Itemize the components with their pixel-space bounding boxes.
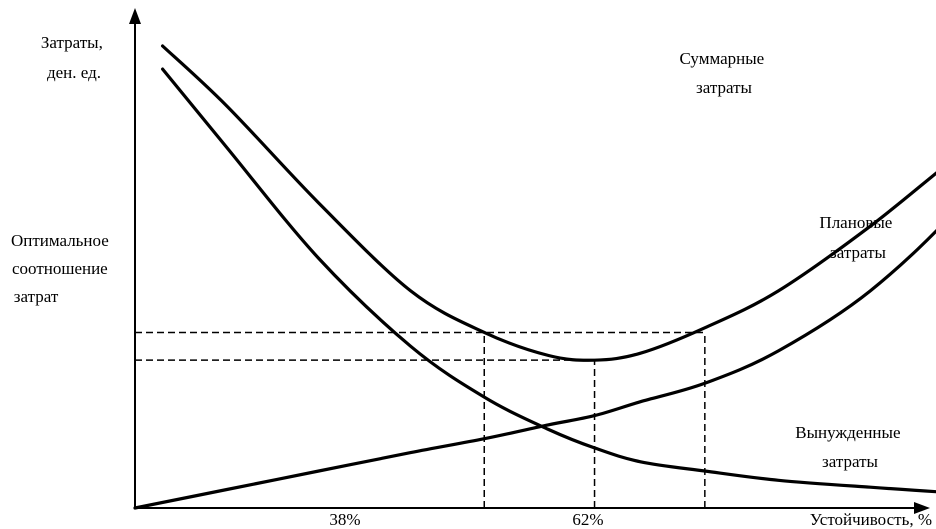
total-costs-label-line-1: Суммарные [680, 49, 765, 68]
y-axis-label: Затраты, ден. ед. [41, 33, 107, 82]
optimum-label-line-3: затрат [14, 287, 59, 306]
planned-costs-curve [133, 228, 936, 510]
x-tick-38: 38% [329, 510, 360, 529]
total-costs-curve [161, 44, 936, 362]
total-costs-label: Суммарные затраты [680, 49, 769, 97]
y-axis-arrow [129, 8, 141, 24]
planned-costs-label-line-2: затраты [830, 243, 886, 262]
y-axis-label-line-2: ден. ед. [47, 63, 101, 82]
forced-costs-label-line-2: затраты [822, 452, 878, 471]
forced-costs-curve [161, 67, 936, 494]
optimum-label-line-2: соотношение [12, 259, 108, 278]
forced-costs-label: Вынужденные затраты [795, 423, 905, 471]
total-costs-label-line-2: затраты [696, 78, 752, 97]
planned-costs-label-line-1: Плановые [819, 213, 892, 232]
guide-lines [135, 331, 706, 508]
y-axis-label-line-1: Затраты, [41, 33, 103, 52]
planned-costs-label: Плановые затраты [819, 213, 896, 262]
x-tick-62: 62% [572, 510, 603, 529]
x-axis-arrow [914, 502, 930, 514]
optimum-label-line-1: Оптимальное [11, 231, 109, 250]
optimum-label: Оптимальное соотношение затрат [11, 231, 113, 306]
forced-costs-label-line-1: Вынужденные [795, 423, 900, 442]
x-axis-label: Устойчивость, % [810, 510, 932, 529]
